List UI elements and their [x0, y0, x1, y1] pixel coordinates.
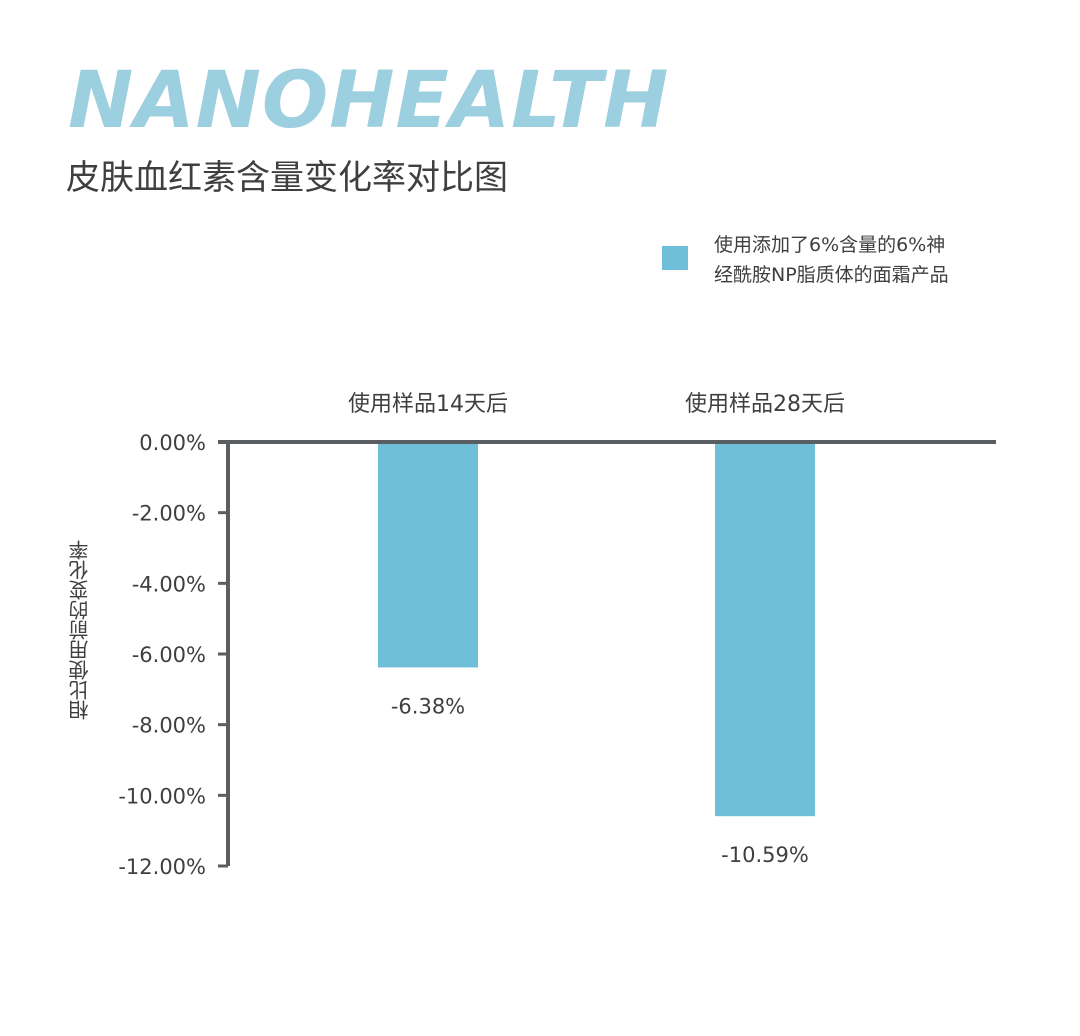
x-category-label: 使用样品14天后	[348, 392, 508, 417]
bar	[378, 442, 478, 668]
y-tick-label: -2.00%	[132, 502, 206, 526]
legend-label-line: 使用添加了6%含量的6%神	[714, 234, 946, 256]
bar	[715, 442, 815, 817]
y-tick-label: -10.00%	[118, 784, 206, 808]
y-tick-label: -12.00%	[118, 855, 206, 879]
y-tick-label: -6.00%	[132, 643, 206, 667]
legend-swatch	[662, 246, 688, 270]
brand-logo-text: NANOHEALTH	[68, 56, 670, 146]
data-label: -6.38%	[391, 694, 465, 718]
y-tick-label: -8.00%	[132, 714, 206, 738]
y-tick-label: -4.00%	[132, 572, 206, 596]
x-category-label: 使用样品28天后	[685, 392, 845, 417]
chart-title: 皮肤血红素含量变化率对比图	[66, 158, 508, 198]
legend-label: 使用添加了6%含量的6%神 经酰胺NP脂质体的面霜产品	[714, 230, 1014, 290]
y-tick-label: 0.00%	[139, 431, 206, 455]
legend-label-line: 经酰胺NP脂质体的面霜产品	[714, 264, 949, 286]
data-label: -10.59%	[721, 843, 809, 867]
